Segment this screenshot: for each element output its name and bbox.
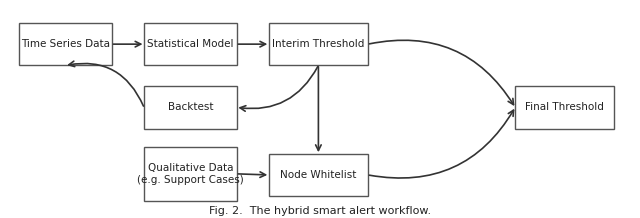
FancyBboxPatch shape <box>144 23 237 65</box>
Text: Backtest: Backtest <box>168 102 213 112</box>
Text: Final Threshold: Final Threshold <box>525 102 604 112</box>
FancyBboxPatch shape <box>144 147 237 201</box>
FancyBboxPatch shape <box>269 154 368 196</box>
Text: Qualitative Data
(e.g. Support Cases): Qualitative Data (e.g. Support Cases) <box>137 163 244 185</box>
FancyBboxPatch shape <box>515 86 614 129</box>
FancyBboxPatch shape <box>19 23 112 65</box>
FancyBboxPatch shape <box>144 86 237 129</box>
Text: Node Whitelist: Node Whitelist <box>280 170 356 180</box>
Text: Time Series Data: Time Series Data <box>21 39 110 49</box>
Text: Fig. 2.  The hybrid smart alert workflow.: Fig. 2. The hybrid smart alert workflow. <box>209 206 431 216</box>
Text: Interim Threshold: Interim Threshold <box>272 39 365 49</box>
Text: Statistical Model: Statistical Model <box>147 39 234 49</box>
FancyBboxPatch shape <box>269 23 368 65</box>
